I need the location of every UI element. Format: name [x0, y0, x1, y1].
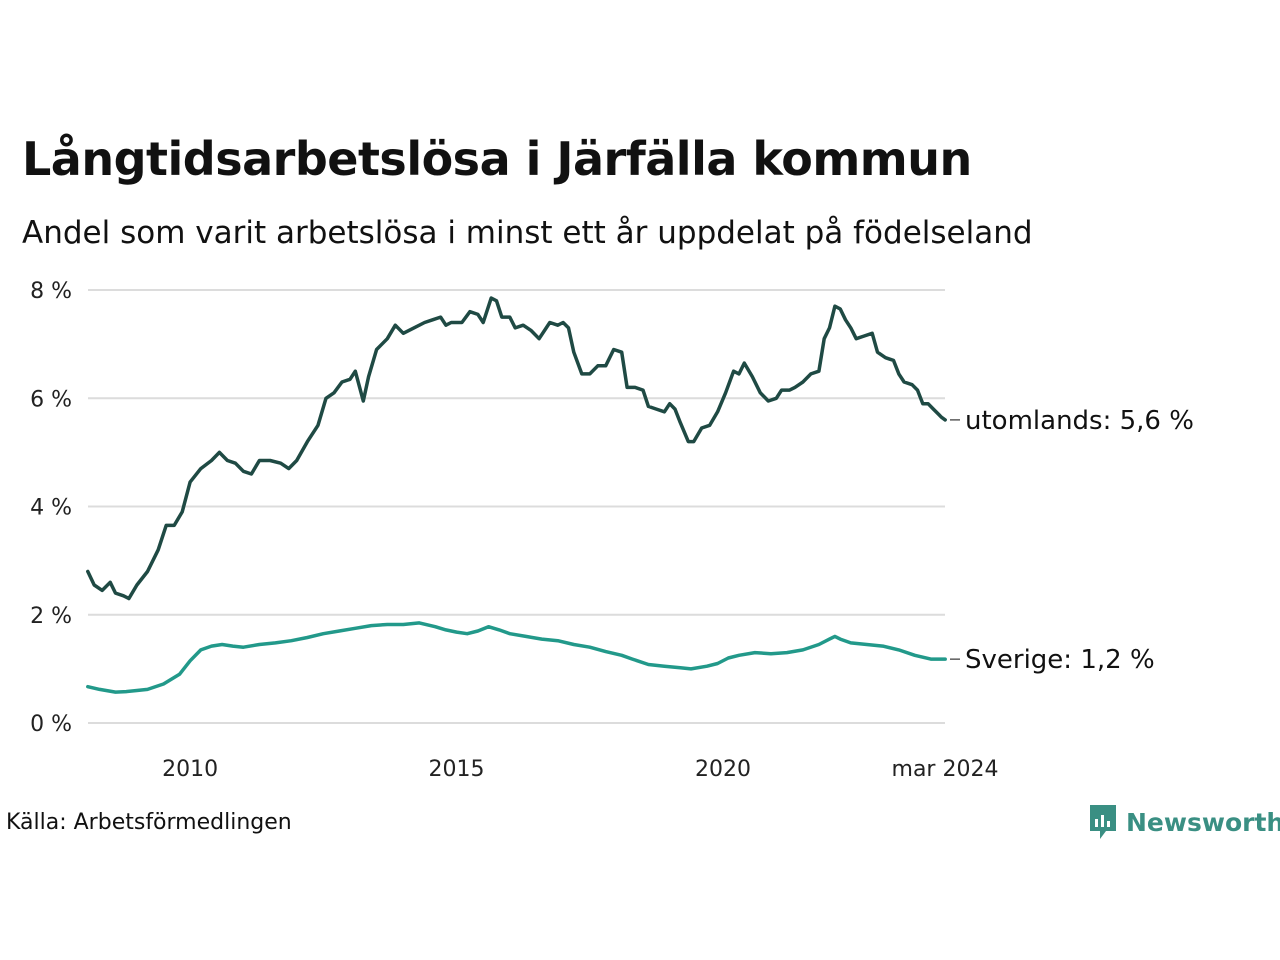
x-tick-label: mar 2024	[892, 757, 999, 782]
newsworthy-logo-icon	[1090, 805, 1116, 839]
x-tick-label: 2020	[695, 757, 751, 782]
x-tick-label: 2010	[162, 757, 218, 782]
y-tick-label: 2 %	[30, 604, 72, 629]
y-tick-label: 6 %	[30, 387, 72, 412]
series-end-label-utomlands: utomlands: 5,6 %	[965, 406, 1194, 436]
series-line-utomlands	[86, 296, 947, 601]
series-line-sverige	[86, 621, 947, 694]
y-tick-label: 0 %	[30, 712, 72, 737]
brand-name: Newsworthy	[1126, 807, 1280, 837]
series-end-label-sverige: Sverige: 1,2 %	[965, 645, 1155, 675]
chart-subtitle: Andel som varit arbetslösa i minst ett å…	[22, 215, 1033, 251]
brand-logo: Newsworthy	[1088, 803, 1280, 841]
source-note: Källa: Arbetsförmedlingen	[6, 810, 292, 835]
y-tick-label: 4 %	[30, 496, 72, 521]
x-tick-label: 2015	[429, 757, 485, 782]
chart-title: Långtidsarbetslösa i Järfälla kommun	[22, 132, 972, 186]
y-tick-label: 8 %	[30, 279, 72, 304]
